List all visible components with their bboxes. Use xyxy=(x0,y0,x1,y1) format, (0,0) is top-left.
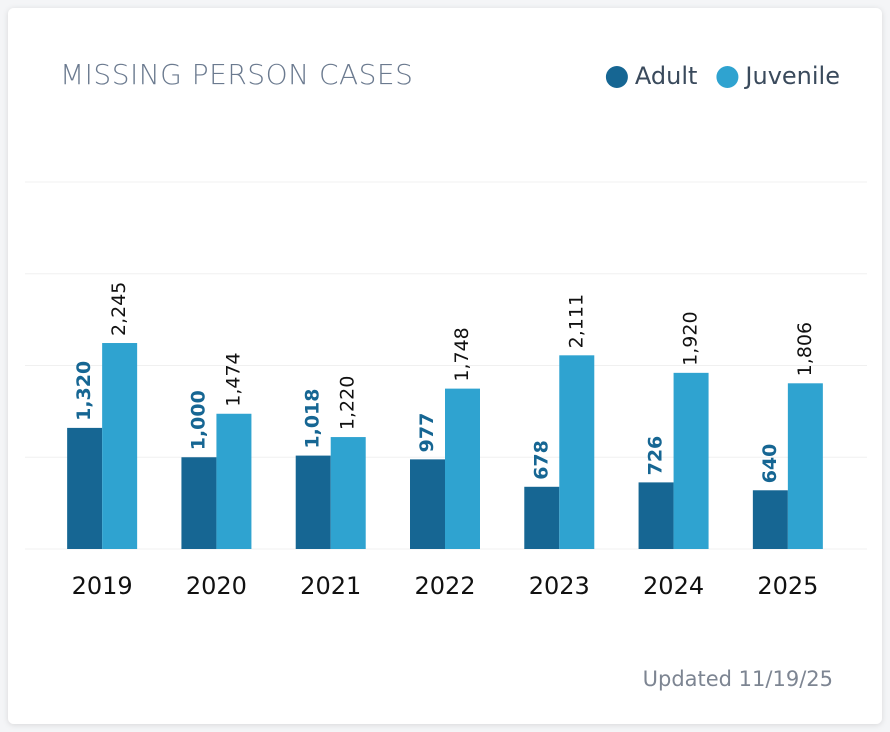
bar xyxy=(410,459,445,549)
value-label: 726 xyxy=(645,436,667,476)
x-tick-label: 2019 xyxy=(72,572,133,600)
bar xyxy=(216,413,252,549)
x-tick-label: 2024 xyxy=(643,572,704,600)
value-label: 1,806 xyxy=(794,322,816,376)
bar xyxy=(752,490,788,549)
legend-swatch xyxy=(605,66,628,88)
x-tick-label: 2023 xyxy=(529,572,590,600)
value-label: 1,748 xyxy=(451,327,473,381)
legend-label: Juvenile xyxy=(743,62,840,90)
bar xyxy=(102,343,138,549)
x-tick-label: 2022 xyxy=(414,572,475,600)
bar xyxy=(559,355,595,549)
value-label: 640 xyxy=(759,444,781,484)
x-tick-label: 2025 xyxy=(757,572,818,600)
bar xyxy=(181,457,217,549)
bar xyxy=(787,383,823,549)
value-label: 1,000 xyxy=(187,390,209,450)
bar xyxy=(445,388,480,549)
value-label: 1,018 xyxy=(302,388,324,448)
value-label: 1,220 xyxy=(337,376,359,430)
value-label: 2,111 xyxy=(565,294,587,348)
value-label: 977 xyxy=(416,413,438,453)
value-label: 1,320 xyxy=(73,361,95,421)
bar xyxy=(295,455,331,549)
value-label: 2,245 xyxy=(108,282,130,336)
value-label: 678 xyxy=(530,440,552,480)
bar xyxy=(673,372,709,549)
legend: Juvenile Adult xyxy=(605,62,840,90)
chart-title: MISSING PERSON CASES xyxy=(60,58,413,91)
value-label: 1,920 xyxy=(680,311,702,365)
bar xyxy=(524,486,560,549)
x-tick-label: 2020 xyxy=(186,572,247,600)
bar xyxy=(330,437,366,549)
value-label: 1,474 xyxy=(222,352,244,406)
legend-swatch xyxy=(716,66,739,88)
legend-label: Adult xyxy=(635,62,698,90)
bar xyxy=(67,427,103,549)
bar xyxy=(638,482,674,549)
x-tick-label: 2021 xyxy=(300,572,361,600)
footnote: Updated 11/19/25 xyxy=(643,667,833,691)
